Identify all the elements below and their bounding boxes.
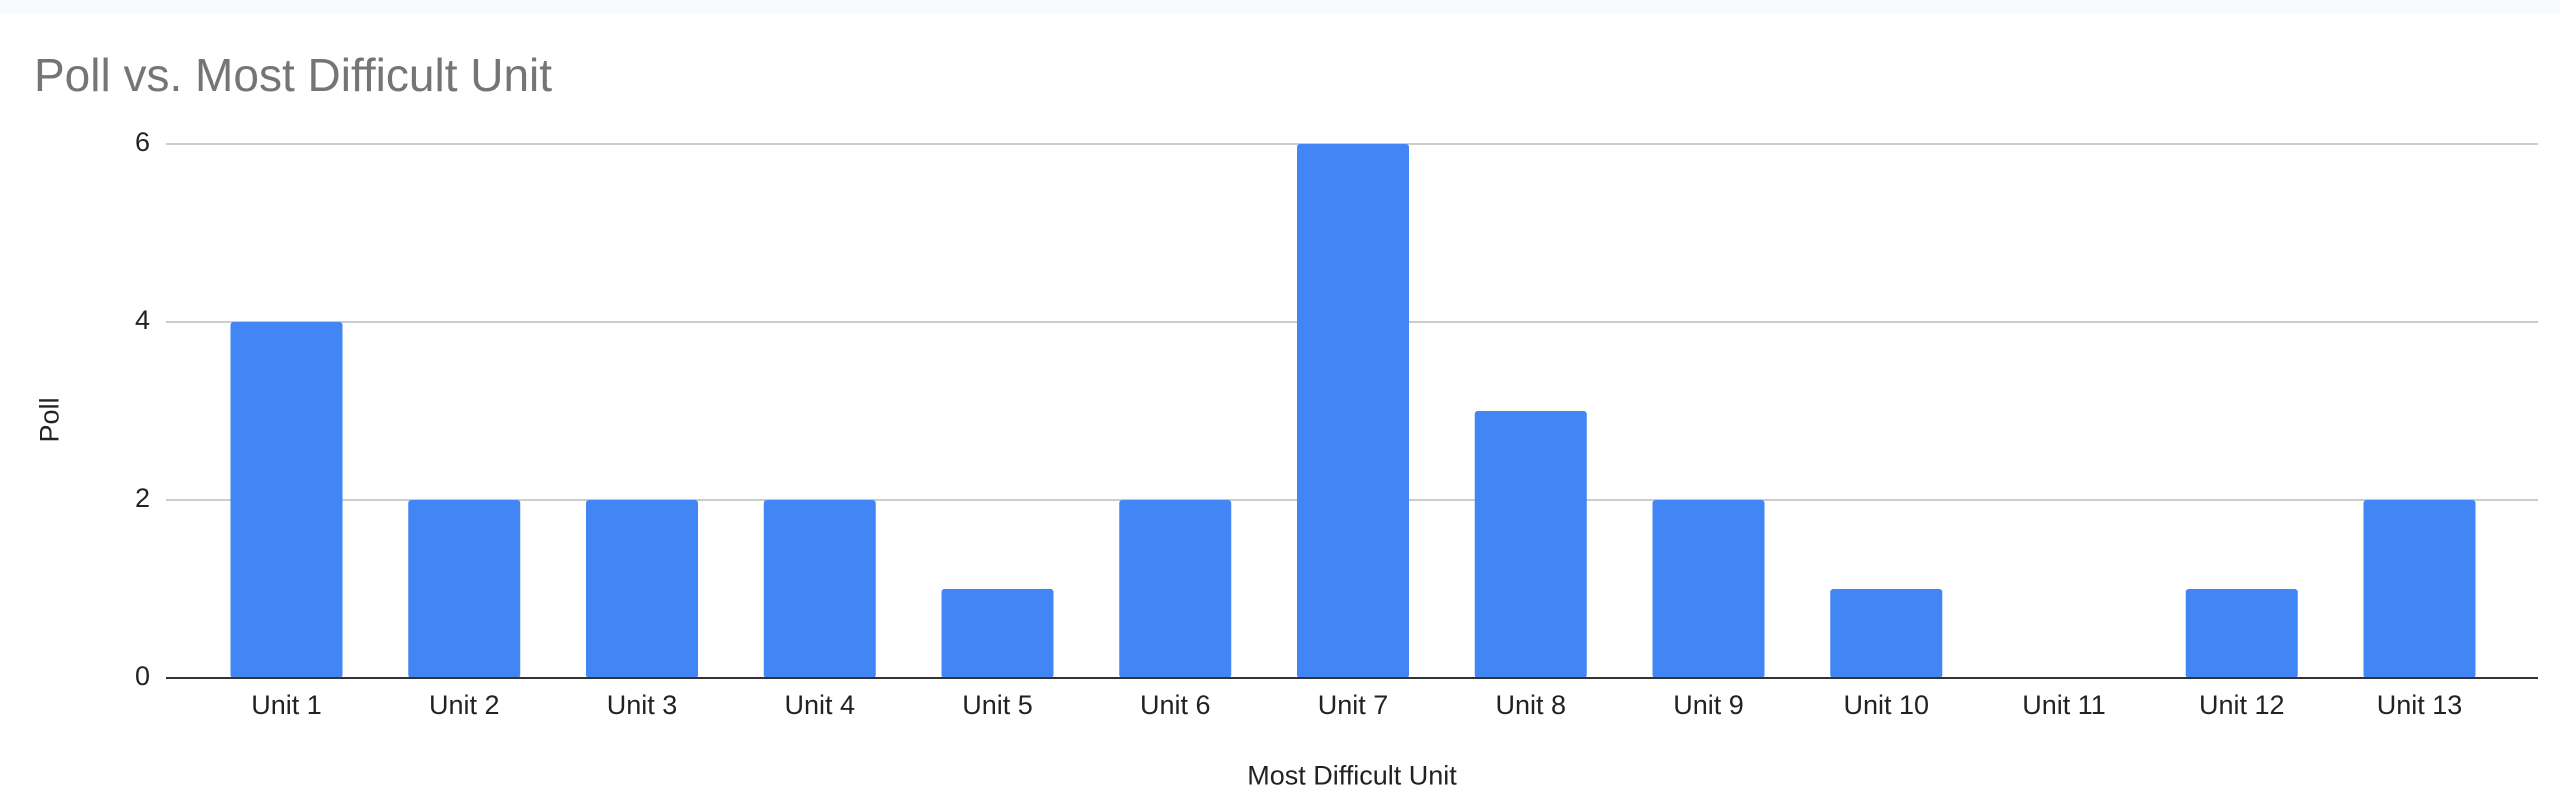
bar-unit-9 [1652, 500, 1765, 678]
bar-unit-13 [2363, 500, 2476, 678]
x-tick-label: Unit 5 [962, 690, 1033, 720]
chart-title: Poll vs. Most Difficult Unit [34, 49, 553, 101]
x-tick-label: Unit 1 [251, 690, 322, 720]
y-axis-title: Poll [34, 397, 65, 443]
y-tick-label: 6 [135, 127, 150, 157]
x-tick-label: Unit 12 [2199, 690, 2285, 720]
top-strip [0, 0, 2560, 14]
bar-unit-8 [1474, 411, 1587, 678]
bar-unit-3 [586, 500, 698, 678]
bar-unit-1 [230, 322, 343, 678]
bar-unit-6 [1119, 500, 1232, 678]
x-tick-label: Unit 9 [1673, 690, 1744, 720]
x-tick-label: Unit 10 [1843, 690, 1929, 720]
bar-unit-12 [2185, 589, 2298, 678]
bar-unit-7 [1297, 144, 1409, 678]
bar-unit-2 [408, 500, 521, 678]
x-tick-label: Unit 3 [607, 690, 678, 720]
x-axis-title: Most Difficult Unit [1247, 760, 1457, 791]
x-tick-label: Unit 4 [784, 690, 855, 720]
x-tick-label: Unit 6 [1140, 690, 1211, 720]
x-tick-labels: Unit 1 Unit 2 Unit 3 Unit 4 Unit 5 Unit 6 Unit… [251, 690, 2462, 720]
x-tick-label: Unit 8 [1495, 690, 1566, 720]
y-tick-label: 2 [135, 483, 150, 513]
bars [230, 144, 2476, 678]
x-tick-label: Unit 2 [429, 690, 500, 720]
y-tick-label: 4 [135, 305, 150, 335]
bar-unit-4 [763, 500, 876, 678]
y-tick-label: 0 [135, 661, 150, 691]
bar-unit-5 [941, 589, 1054, 678]
y-tick-labels: 0 2 4 6 [135, 127, 150, 691]
bar-unit-10 [1830, 589, 1943, 678]
x-tick-label: Unit 11 [2022, 690, 2106, 720]
x-tick-label: Unit 13 [2377, 690, 2463, 720]
x-tick-label: Unit 7 [1318, 690, 1389, 720]
